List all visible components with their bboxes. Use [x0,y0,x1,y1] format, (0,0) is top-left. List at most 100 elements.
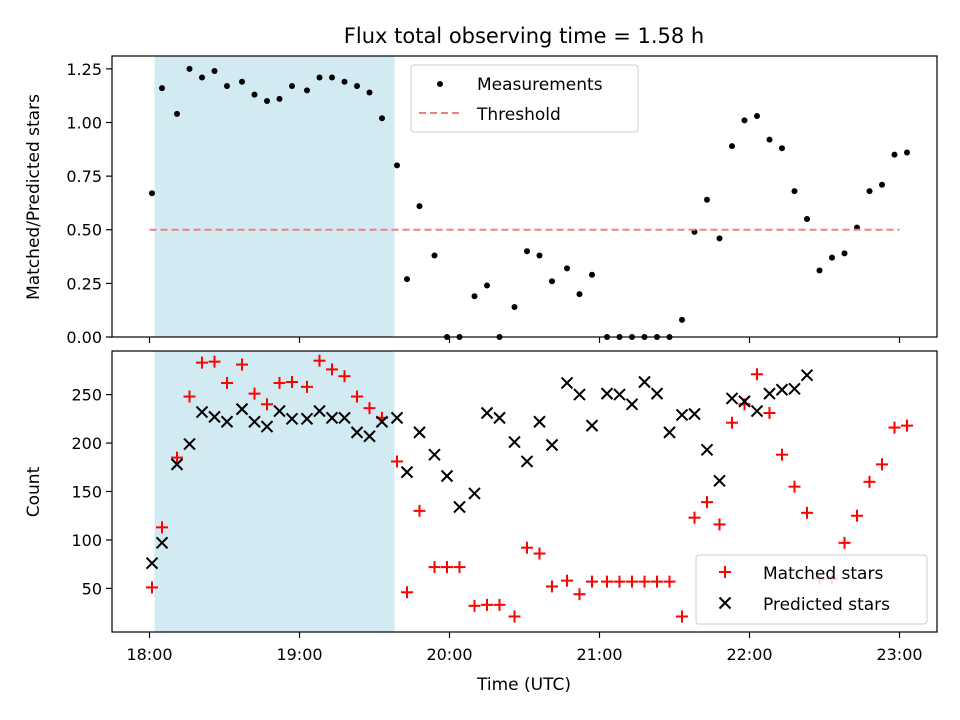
predicted-star-point [428,448,441,461]
measurement-point [366,89,373,96]
xtick-label: 21:00 [576,645,622,664]
ytick-label: 0.75 [66,167,102,186]
predicted-star-point [260,420,274,433]
measurement-point [404,276,410,283]
legend-label-measurements: Measurements [477,75,603,95]
matched-star-point [546,580,558,593]
matched-star-point [586,575,598,588]
matched-star-point [751,368,763,381]
measurement-point [829,254,835,261]
predicted-star-point [700,443,714,457]
predicted-star-point [663,426,676,439]
predicted-star-point [800,369,814,382]
matched-star-point [561,574,573,587]
xtick-label: 22:00 [726,645,772,664]
matched-star-point [638,575,651,588]
measurement-point [576,291,583,298]
predicted-star-point [440,469,454,483]
predicted-star-point [400,465,414,479]
measurement-point [251,91,258,98]
ytick-label: 150 [71,483,102,502]
predicted-star-point [775,383,789,396]
measurement-point [224,83,230,90]
bottom-panel: 50 100 150 200 250 18:00 19:00 20:00 21:00 22:00… [24,350,938,695]
matched-star-point [468,599,481,612]
matched-star-point [651,575,663,588]
predicted-star-point [533,415,546,428]
matched-star-point [221,376,233,389]
chart-title: Flux total observing time = 1.58 h [344,24,704,48]
predicted-star-point [453,500,466,514]
measurement-point [329,74,335,81]
xtick-label: 18:00 [126,645,172,664]
predicted-star-point [738,395,751,408]
predicted-star-point [600,387,614,400]
measurement-point [264,98,270,105]
measurement-point [316,74,323,81]
predicted-star-point [520,455,534,468]
matched-star-point [261,398,273,411]
xtick-label: 19:00 [276,645,322,664]
ytick-label: 0.25 [66,274,102,293]
measurement-point [186,65,193,72]
ytick-label: 0.50 [66,221,102,240]
measurement-point [741,117,748,124]
predicted-star-point [508,435,521,449]
matched-star-point [428,561,441,574]
predicted-star-point [300,412,314,426]
top-legend-box [410,64,639,133]
measurement-point [471,293,478,300]
matched-star-point [626,575,638,588]
predicted-star-point [585,419,599,432]
matched-star-point [326,363,338,376]
predicted-star-point [195,405,209,419]
matched-star-point [521,541,533,554]
measurement-point [866,188,873,195]
matched-star-point [776,448,788,461]
predicted-star-point [235,402,249,416]
bottom-shade-span [154,351,395,632]
predicted-star-point [325,411,339,425]
matched-star-point [493,598,506,611]
xtick-label: 23:00 [876,645,922,664]
predicted-star-point [170,458,184,471]
matched-star-point [713,518,726,531]
legend-label-predicted-stars: Predicted stars [763,595,890,615]
matched-star-point [801,506,813,519]
predicted-star-point [375,415,389,428]
predicted-star-point [468,487,481,500]
top-panel: 0.00 0.25 0.50 0.75 1.00 1.25 Matched/Predict… [24,55,938,347]
top-ylabel: Matched/Predicted stars [24,94,44,300]
measurement-point [891,151,898,158]
top-axes-frame [111,55,938,338]
predicted-star-point [573,388,586,401]
measurement-point [289,83,295,90]
matched-star-point [763,407,776,420]
predicted-star-point [155,536,169,550]
predicted-star-point [248,415,261,428]
measurement-point [394,162,400,169]
measurement-point [149,190,155,197]
matched-star-point [701,496,713,509]
measurement-point [354,83,360,90]
predicted-star-point [625,398,639,411]
predicted-star-point [638,375,651,389]
matched-star-point [508,610,521,623]
matched-star-point [601,575,613,588]
matched-star-point [313,354,326,367]
measurement-point [304,87,310,94]
measurement-point [716,235,723,242]
predicted-star-point [650,387,664,400]
measurement-point [431,252,438,259]
measurement-point [766,136,773,143]
matched-star-point [171,451,183,464]
predicted-star-point [788,382,801,395]
matched-star-point [901,419,913,432]
bottom-ylabel: Count [24,466,44,517]
matched-star-point [248,387,261,400]
predicted-star-point [560,376,574,390]
top-shade-span [154,56,395,337]
measurement-point [904,149,910,156]
ytick-label: 0.00 [66,328,102,347]
